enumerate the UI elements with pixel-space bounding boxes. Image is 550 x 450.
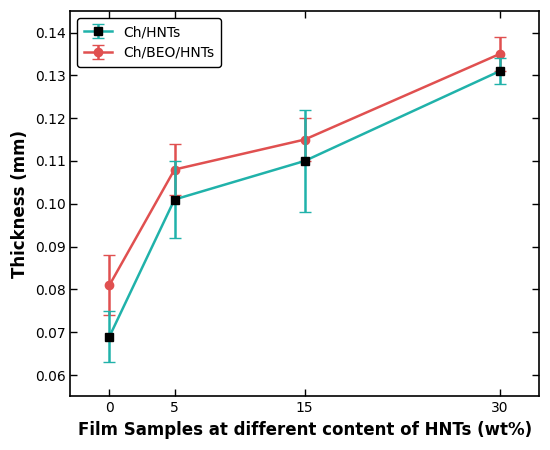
X-axis label: Film Samples at different content of HNTs (wt%): Film Samples at different content of HNT… (78, 421, 532, 439)
Legend: Ch/HNTs, Ch/BEO/HNTs: Ch/HNTs, Ch/BEO/HNTs (78, 18, 221, 67)
Y-axis label: Thickness (mm): Thickness (mm) (11, 130, 29, 278)
